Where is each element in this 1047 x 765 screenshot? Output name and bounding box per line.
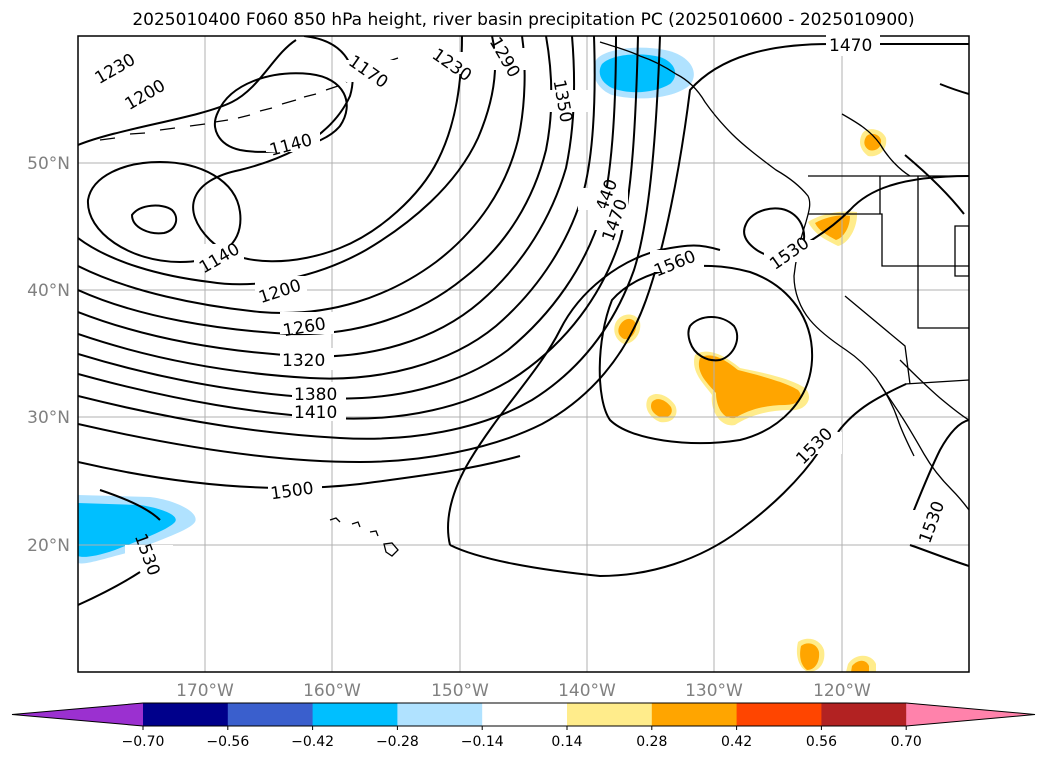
contour-1470 xyxy=(78,42,969,464)
state-border-c xyxy=(844,295,911,385)
lon-label: 160°W xyxy=(303,681,361,701)
contour-1350 xyxy=(78,36,596,380)
colorbar-tick-label: −0.70 xyxy=(122,734,165,750)
colorbar-segment xyxy=(567,703,653,726)
contour-1200-low xyxy=(78,36,463,263)
contour-1560-inner xyxy=(687,316,739,362)
contour-1290 xyxy=(78,36,553,336)
colorbar-tick-label: −0.28 xyxy=(376,734,419,750)
alaska-coast xyxy=(599,41,811,223)
map-frame-background xyxy=(78,36,969,672)
lat-label: 40°N xyxy=(27,281,70,301)
colorbar-segment xyxy=(821,703,907,726)
colorbar-tick-label: 0.56 xyxy=(806,734,837,750)
precip-negative-west-core xyxy=(78,503,176,557)
contour-1410 xyxy=(78,36,639,420)
mexico-coast xyxy=(899,359,969,421)
contour-1380 xyxy=(78,36,617,400)
precip-shading xyxy=(78,47,887,672)
colorbar-segment xyxy=(227,703,314,726)
contour-label: 1320 xyxy=(282,351,325,371)
west-coast-usa xyxy=(793,221,969,511)
precip-positive-idaho-core xyxy=(864,133,882,151)
contour-1260 xyxy=(78,36,526,314)
graticule xyxy=(78,36,969,672)
colorbar-segment xyxy=(651,703,738,726)
colorbar-tick-label: −0.14 xyxy=(461,734,504,750)
contour-1530-south xyxy=(449,383,907,578)
longitude-labels: 170°W 160°W 150°W 140°W 130°W 120°W xyxy=(176,681,871,701)
colorbar-tick-label: 0.14 xyxy=(551,734,582,750)
colorbar-segment xyxy=(143,703,229,726)
precip-positive-south-b-core xyxy=(851,660,869,672)
precip-positive-south-a-core xyxy=(800,643,820,670)
contour-1440 xyxy=(78,36,661,440)
precip-positive-oregon-core xyxy=(815,215,850,240)
contour-1320 xyxy=(78,36,575,358)
lon-label: 140°W xyxy=(558,681,616,701)
lat-label: 50°N xyxy=(27,154,70,174)
lon-label: 120°W xyxy=(813,681,871,701)
lat-label: 20°N xyxy=(27,536,70,556)
colorbar-segment xyxy=(482,703,568,726)
colorbar-tick-label: 0.42 xyxy=(721,734,752,750)
idaho-border xyxy=(841,113,911,177)
state-border-d xyxy=(954,225,969,277)
lon-label: 130°W xyxy=(685,681,743,701)
state-border-b xyxy=(879,176,969,329)
lon-label: 170°W xyxy=(176,681,234,701)
colorbar-tick-label: −0.42 xyxy=(291,734,334,750)
contour-canada xyxy=(904,83,969,215)
lon-label: 150°W xyxy=(431,681,489,701)
contour-1170-low xyxy=(86,160,242,264)
map-frame xyxy=(77,35,970,673)
colorbar-extend-high xyxy=(906,703,1035,726)
contour-label: 1380 xyxy=(294,385,337,405)
colorbar-segment xyxy=(312,703,398,726)
contour-1530-west xyxy=(78,489,161,606)
contour-1140-low xyxy=(130,204,178,235)
latitude-labels: 50°N 40°N 30°N 20°N xyxy=(27,154,70,556)
precip-positive-b-core xyxy=(650,399,672,418)
contour-1560 xyxy=(598,264,814,445)
contour-1530-mexico xyxy=(909,419,969,567)
colorbar-segment xyxy=(397,703,483,726)
contour-label: 1470 xyxy=(829,36,872,56)
colorbar: −0.70 −0.56 −0.42 −0.28 −0.14 0.14 0.28 0.42 0.5… xyxy=(11,702,1036,750)
colorbar-segment xyxy=(736,703,822,726)
precip-positive-center xyxy=(698,355,801,419)
height-contours xyxy=(78,36,969,606)
colorbar-tick-label: 0.70 xyxy=(891,734,922,750)
map-title: 2025010400 F060 850 hPa height, river ba… xyxy=(132,10,915,30)
colorbar-extend-low xyxy=(12,703,143,726)
colorbar-tick-label: −0.56 xyxy=(206,734,249,750)
mexico-border xyxy=(904,379,969,385)
colorbar-tick-label: 0.28 xyxy=(636,734,667,750)
hawaii-islands xyxy=(329,517,399,557)
contour-1230-low xyxy=(78,36,496,286)
contour-1140-north xyxy=(213,72,348,153)
contour-label: 1410 xyxy=(294,403,337,423)
lat-label: 30°N xyxy=(27,408,70,428)
